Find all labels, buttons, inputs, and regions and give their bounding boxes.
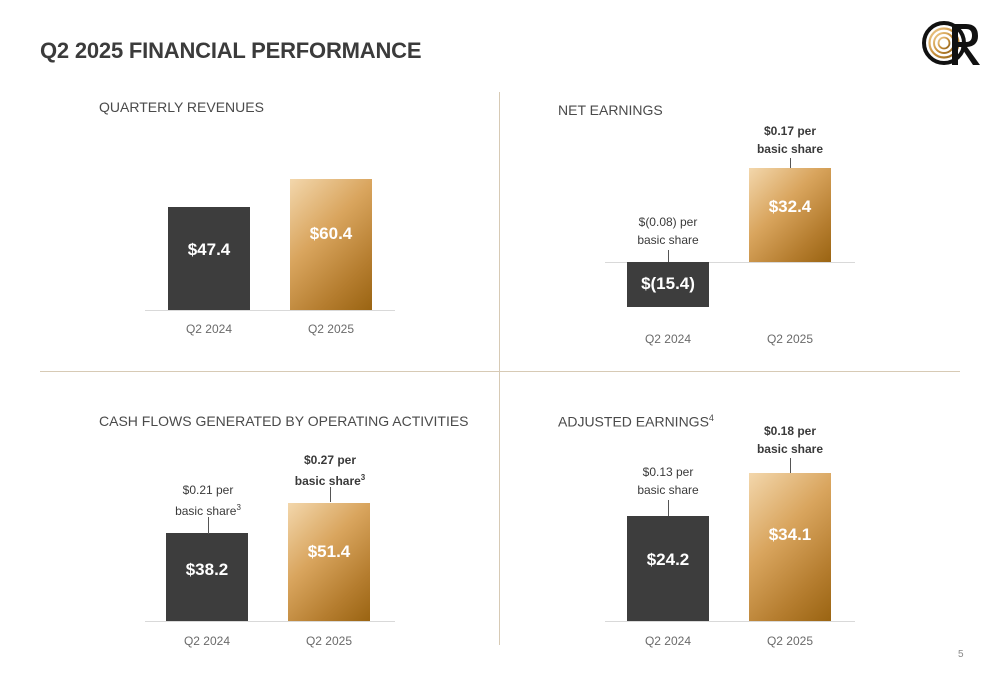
panel-title: ADJUSTED EARNINGS4 [558,413,714,430]
footnote-marker: 3 [236,503,241,512]
bar-value-label: $32.4 [768,197,812,217]
per-share-annotation: $0.21 per basic share3 [148,481,268,520]
chart-baseline [605,621,855,622]
annotation-connector [790,458,791,473]
annotation-line: basic share [294,474,361,488]
bar-q2-2024 [627,516,709,621]
chart-baseline [605,262,855,263]
annotation-line: $0.18 per [763,424,817,438]
annotation-line: $0.13 per [642,465,694,479]
panel-title-text: ADJUSTED EARNINGS [558,413,709,430]
bar-q2-2025 [290,179,372,310]
bar-q2-2024 [166,533,248,621]
company-logo-icon [922,21,980,65]
bar-q2-2024 [627,262,709,307]
panel-title-text: QUARTERLY REVENUES [99,99,264,115]
category-label: Q2 2025 [305,634,353,648]
bar-q2-2024 [168,207,250,310]
per-share-annotation: $0.13 per basic share [608,463,728,499]
bar-value-label: $(15.4) [641,274,695,294]
annotation-line: $(0.08) per [638,215,698,229]
per-share-annotation: $0.18 per basic share [730,422,850,458]
annotation-connector [208,517,209,534]
per-share-annotation: $0.17 per basic share [730,122,850,158]
per-share-annotation: $(0.08) per basic share [608,213,728,249]
category-label: Q2 2024 [185,322,233,336]
annotation-line: basic share [637,233,699,247]
bar-value-label: $24.2 [646,550,690,570]
annotation-connector [330,487,331,502]
annotation-line: $0.21 per [182,483,234,497]
panel-title: NET EARNINGS [558,102,663,118]
category-label: Q2 2025 [766,332,814,346]
footnote-marker: 3 [360,473,366,482]
annotation-line: basic share [637,483,699,497]
bar-value-label: $34.1 [768,525,812,545]
chart-baseline [145,621,395,622]
bar-value-label: $38.2 [185,559,229,579]
per-share-annotation: $0.27 per basic share3 [270,451,390,490]
panel-title: QUARTERLY REVENUES [99,99,264,115]
panel-title-text: CASH FLOWS GENERATED BY OPERATING ACTIVI… [99,413,469,429]
category-label: Q2 2024 [183,634,231,648]
category-label: Q2 2024 [644,634,692,648]
annotation-connector [668,250,669,262]
page-title: Q2 2025 FINANCIAL PERFORMANCE [40,38,422,63]
annotation-line: basic share [756,142,824,156]
bar-q2-2025 [288,502,370,621]
category-label: Q2 2024 [644,332,692,346]
annotation-line: basic share [756,442,824,456]
bar-value-label: $47.4 [187,240,231,260]
panel-title-text: NET EARNINGS [558,102,663,118]
bar-value-label: $60.4 [309,224,353,244]
bar-value-label: $51.4 [307,542,351,562]
annotation-connector [668,500,669,516]
panel-title: CASH FLOWS GENERATED BY OPERATING ACTIVI… [99,413,469,429]
category-label: Q2 2025 [766,634,814,648]
footnote-marker: 4 [708,413,714,423]
bar-q2-2025 [749,168,831,262]
annotation-line: basic share [175,504,237,518]
category-label: Q2 2025 [307,322,355,336]
annotation-line: $0.27 per [303,453,357,467]
chart-baseline [145,310,395,311]
annotation-connector [790,158,791,168]
horizontal-divider [40,371,960,372]
annotation-line: $0.17 per [763,124,817,138]
bar-q2-2025 [749,473,831,621]
page-number: 5 [958,649,964,660]
vertical-divider [499,92,500,645]
